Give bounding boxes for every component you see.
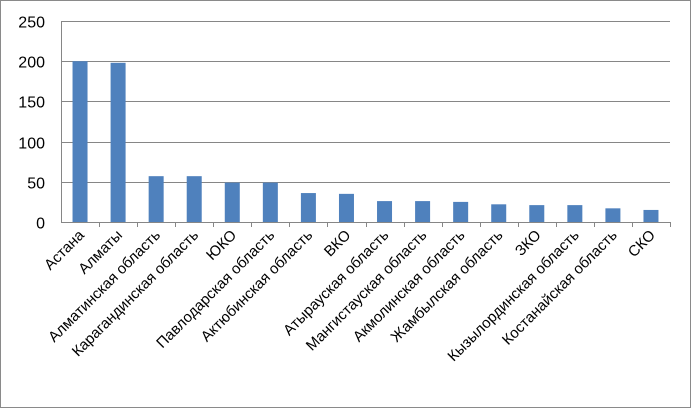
y-tick-label: 100 [18,136,45,153]
x-tick-label: ВКО [321,227,354,260]
y-axis-tick-labels: 0 50 100 150 200 250 [18,15,45,233]
bar [643,209,659,222]
bar [72,61,88,223]
bar [300,193,316,222]
gridlines [61,21,670,183]
bar [377,201,393,222]
bar [110,62,126,222]
bar [605,208,621,222]
y-tick-label: 50 [27,176,45,193]
axes [61,21,671,227]
bar [529,205,545,222]
bar [338,193,354,222]
bar [415,201,431,222]
bar [491,204,507,222]
bar [186,176,202,222]
bars [72,61,659,223]
y-tick-label: 0 [36,216,45,233]
y-tick-label: 150 [18,95,45,112]
bar [262,182,278,222]
y-tick-label: 250 [18,15,45,32]
bar [224,182,240,222]
bar [148,176,164,222]
x-tick-label: ЗКО [512,227,545,260]
y-tick-label: 200 [18,55,45,72]
bar [453,201,469,222]
bar [567,205,583,222]
x-tick-label: СКО [625,227,659,261]
